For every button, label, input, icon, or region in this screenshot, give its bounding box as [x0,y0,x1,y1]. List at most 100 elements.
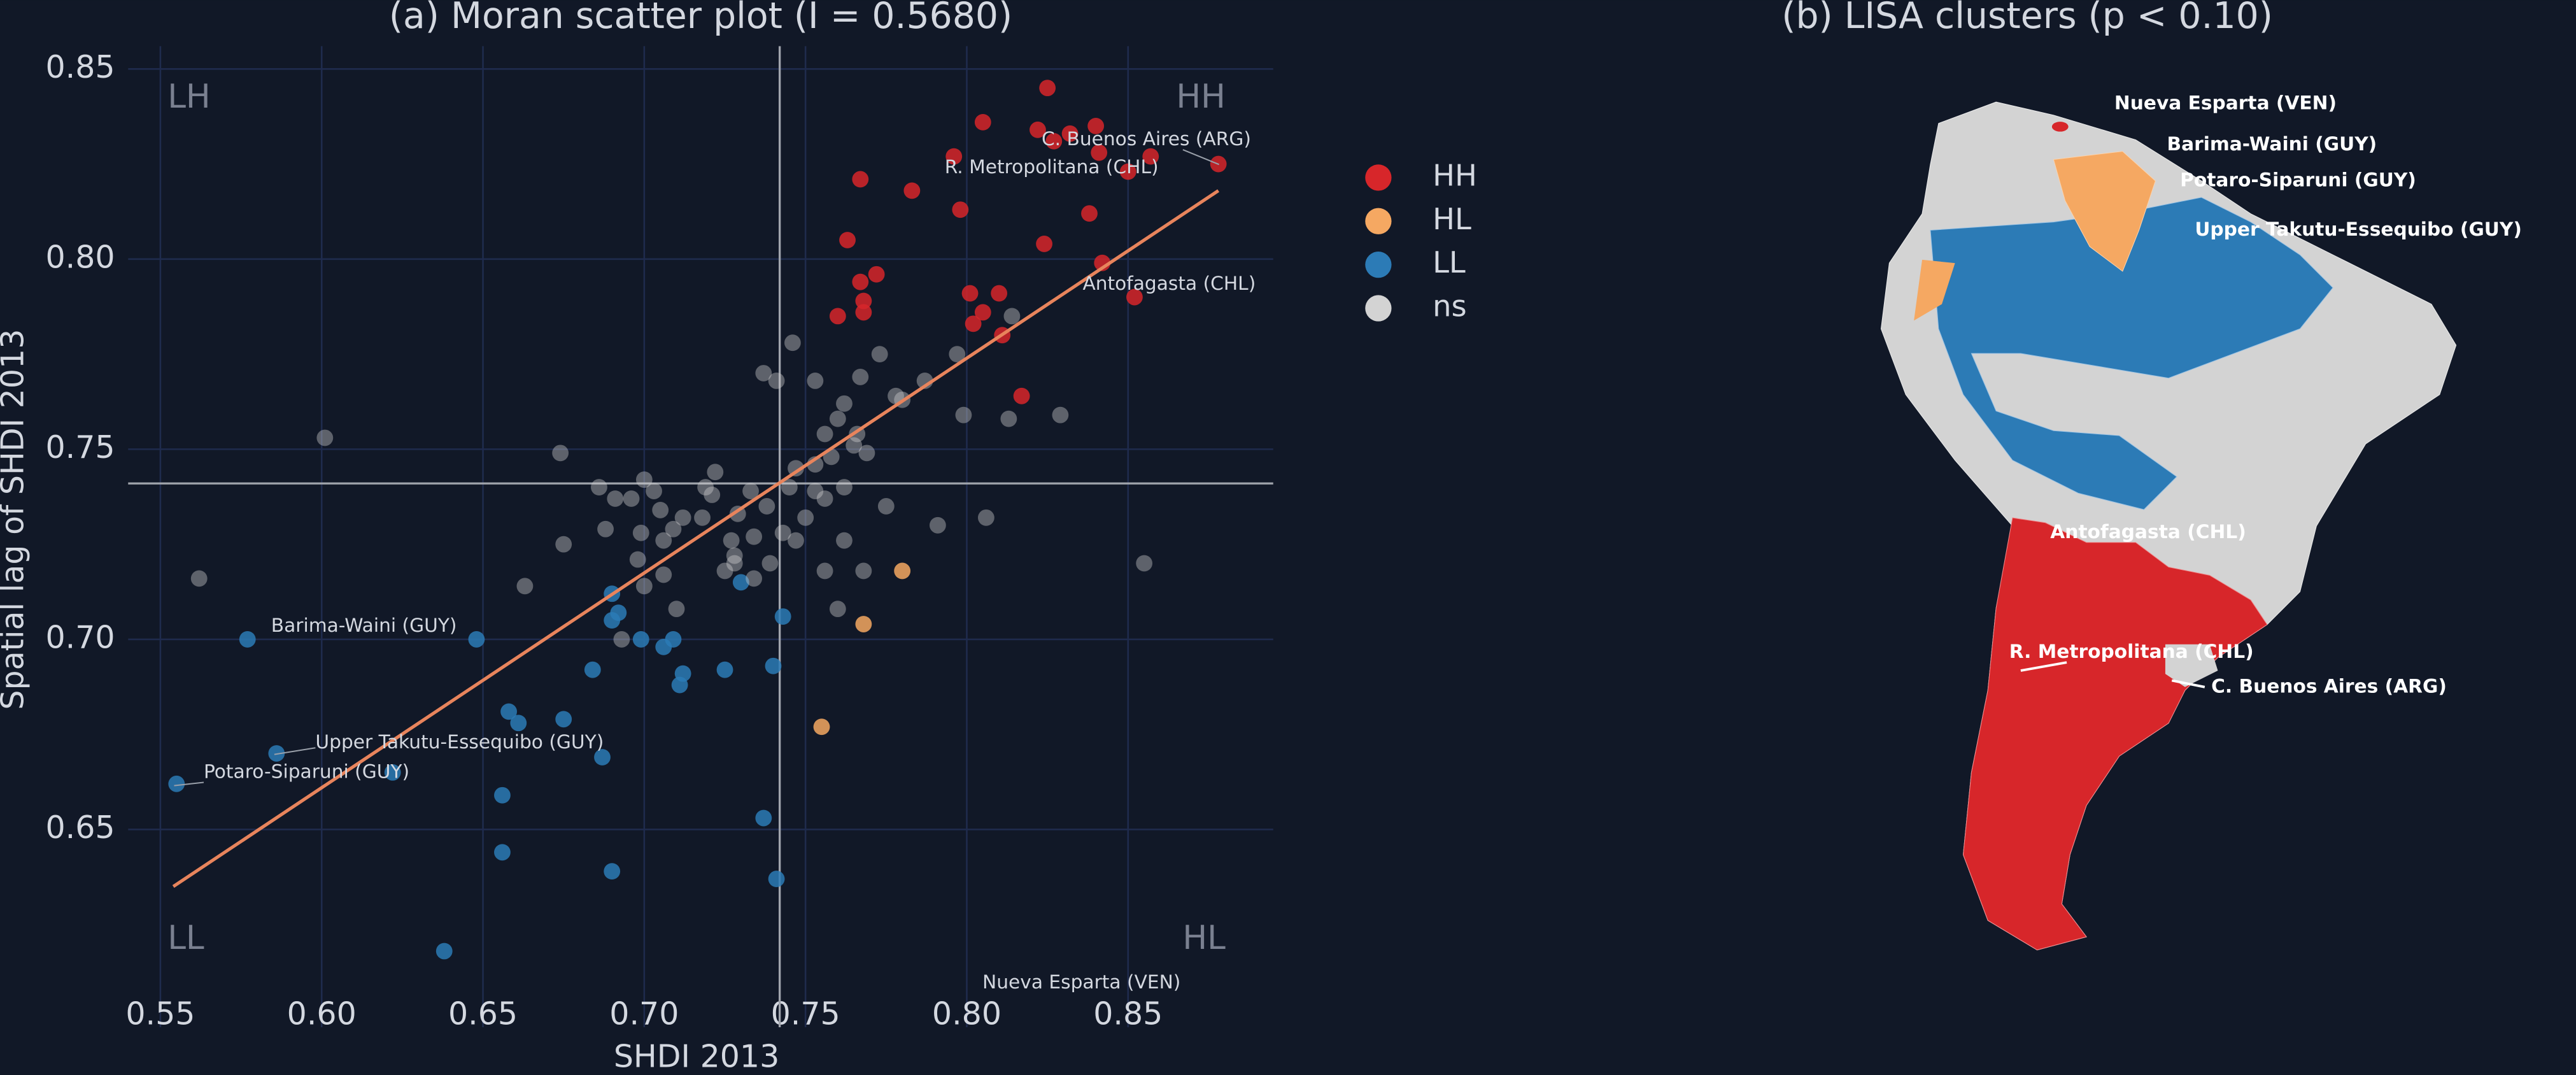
scatter-point [494,787,511,804]
map-region-ns [2165,644,2218,687]
x-tick-label: 0.75 [771,995,840,1032]
scatter-point [632,524,649,541]
scatter-point [829,308,846,325]
legend-marker [1365,252,1392,278]
scatter-point [807,373,824,389]
scatter-point [1087,117,1105,134]
scatter-point [1061,125,1079,142]
annotation-leader [1182,149,1220,166]
scatter-point [584,661,601,678]
scatter-point [765,657,782,674]
scatter-point [813,718,830,736]
scatter-point [855,292,872,310]
scatter-point [829,410,846,427]
y-tick-label: 0.85 [45,48,115,85]
scatter-point [668,601,685,618]
scatter-point [552,445,569,462]
x-tick-label: 0.55 [125,995,195,1032]
scatter-point [888,387,904,404]
map-region-ll [1930,197,2333,510]
scatter-point [555,536,572,553]
scatter-point [697,479,714,495]
scatter-point [500,703,517,720]
chart-title: (b) LISA clusters (p < 0.10) [1781,0,2273,37]
scatter-point [836,479,853,495]
scatter-point [781,479,798,495]
scatter-point [674,509,691,526]
scatter-point [852,273,869,290]
scatter-point [665,520,682,538]
scatter-point [646,483,662,499]
scatter-point [945,148,963,165]
scatter-point [965,315,982,332]
scatter-point [755,809,772,827]
x-tick-label: 0.85 [1093,995,1163,1032]
scatter-point [555,711,572,728]
quadrant-label: HH [1176,78,1226,116]
scatter-point [852,369,869,385]
annotation-leader [274,747,316,755]
scatter-point [955,406,972,424]
scatter-point [716,661,733,678]
y-tick-label: 0.70 [45,618,115,655]
scatter-point [652,502,669,518]
annotation: Antofagasta (CHL) [1082,272,1256,294]
scatter-point [1013,387,1030,404]
scatter-point [629,551,646,568]
x-axis-label: SHDI 2013 [614,1037,780,1074]
legend-label: LL [1433,245,1466,280]
scatter-point [852,171,869,188]
y-tick-label: 0.65 [45,809,115,846]
scatter-point [855,616,872,632]
scatter-point [846,437,863,454]
y-tick-label: 0.80 [45,238,115,275]
scatter-point [836,395,853,412]
scatter-point [1119,163,1136,180]
annotation: Potaro-Siparuni (GUY) [204,760,409,782]
scatter-point [829,601,846,618]
scatter-point [468,631,485,648]
scatter-point [855,304,872,321]
map-label: C. Buenos Aires (ARG) [2211,674,2447,697]
scatter-point [903,182,921,199]
scatter-point [768,871,785,887]
scatter-point [704,487,721,503]
scatter-point [655,566,672,583]
scatter-point [726,555,743,572]
leader [2171,679,2205,688]
scatter-point [610,604,627,622]
scatter-point [591,479,607,495]
legend-label: HH [1433,158,1477,192]
scatter-point [836,532,853,549]
scatter-point [746,528,763,545]
scatter-point [784,334,801,352]
scatter-point [855,562,872,580]
map-region-hl [2053,151,2156,272]
scatter-point [1081,205,1098,222]
map-region-hl [1914,259,1955,321]
scatter-point [665,631,682,648]
annotation-leader [174,781,204,787]
scatter-point [635,578,653,595]
scatter-point [816,490,833,507]
scatter-point [894,562,911,580]
scatter-point [788,460,804,477]
scatter-point [726,547,743,564]
leader [2020,661,2067,672]
scatter-point [1039,80,1056,97]
map-label: R. Metropolitana (CHL) [2009,640,2254,662]
scatter-point [839,232,856,248]
scatter-point [1142,148,1159,165]
fit-line [172,189,1220,888]
scatter-point [816,425,833,443]
scatter-point [974,304,991,321]
scatter-point [871,346,888,363]
map-region-hh [2051,122,2069,132]
quadrant-label: HL [1182,919,1226,957]
scatter-point [1030,121,1046,138]
scatter-point [494,844,511,861]
scatter-point [1052,406,1069,424]
scatter-point [768,373,785,389]
map-label: Antofagasta (CHL) [2050,520,2246,543]
